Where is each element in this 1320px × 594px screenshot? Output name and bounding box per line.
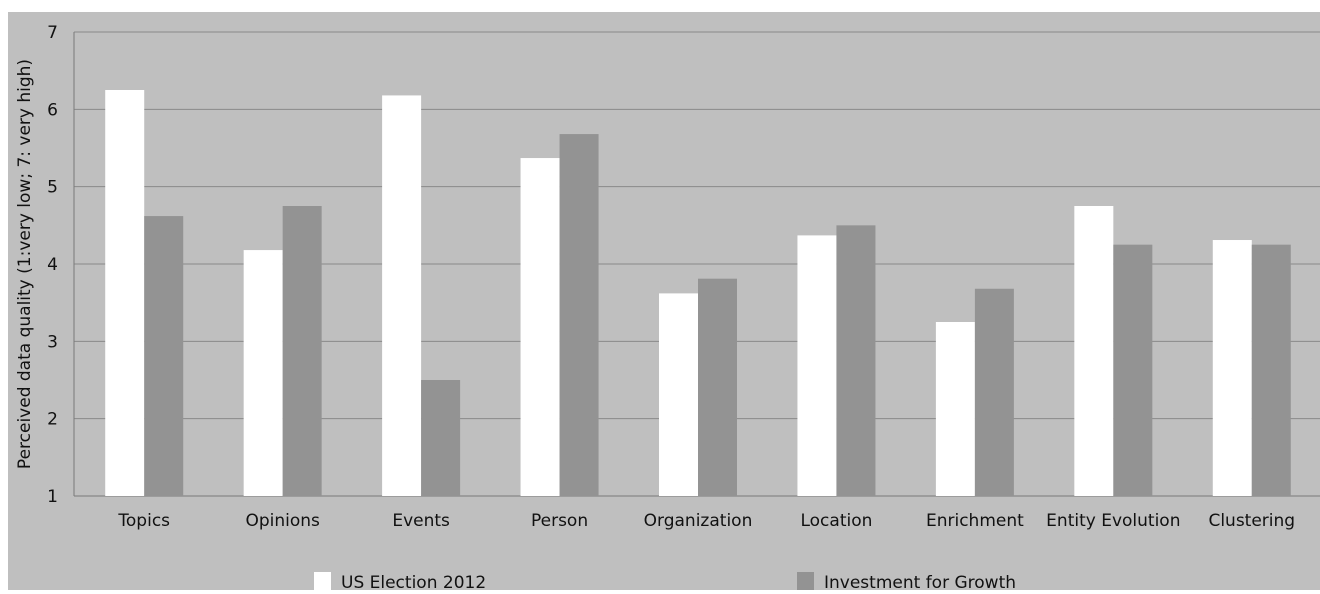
x-tick-label: Person	[531, 511, 588, 531]
bar-us-election-2012-enrichment	[935, 322, 975, 496]
bar-us-election-2012-topics	[105, 90, 145, 496]
bar-investment-for-growth-enrichment	[974, 288, 1014, 496]
legend-swatch	[314, 572, 331, 590]
bar-us-election-2012-events	[382, 95, 422, 496]
bar-investment-for-growth-location	[836, 225, 876, 497]
bar-investment-for-growth-person	[559, 134, 599, 496]
y-tick-label: 5	[47, 178, 58, 198]
legend-swatch	[797, 572, 814, 590]
x-tick-label: Entity Evolution	[1046, 511, 1180, 531]
y-axis-label: Perceived data quality (1:very low; 7: v…	[15, 59, 35, 469]
y-tick-label: 4	[47, 255, 58, 275]
x-tick-label: Enrichment	[926, 511, 1024, 531]
x-tick-label: Topics	[117, 511, 170, 531]
bar-investment-for-growth-topics	[144, 216, 184, 496]
x-tick-label: Clustering	[1208, 511, 1295, 531]
x-tick-label: Organization	[644, 511, 753, 531]
bar-investment-for-growth-organization	[698, 278, 737, 496]
bar-us-election-2012-person	[520, 158, 560, 496]
x-tick-label: Opinions	[245, 511, 320, 531]
legend: US Election 2012 Investment for Growth	[314, 572, 1016, 593]
y-tick-label: 3	[47, 332, 58, 352]
bar-investment-for-growth-opinions	[282, 206, 322, 496]
x-tick-label: Location	[800, 511, 872, 531]
y-tick-label: 7	[47, 23, 58, 43]
bar-us-election-2012-location	[797, 235, 837, 497]
bar-us-election-2012-entity-evolution	[1074, 206, 1114, 496]
bar-investment-for-growth-clustering	[1251, 244, 1291, 496]
y-tick-label: 2	[47, 410, 58, 430]
bars	[105, 90, 1291, 497]
y-tick-label: 6	[47, 100, 58, 120]
bar-investment-for-growth-entity-evolution	[1113, 244, 1153, 496]
legend-label: Investment for Growth	[824, 573, 1016, 590]
legend-label: US Election 2012	[341, 573, 486, 590]
x-tick-label: Events	[392, 511, 450, 531]
bar-us-election-2012-opinions	[243, 250, 283, 496]
x-axis-ticks: Topics Opinions Events Person Organization Lo…	[117, 511, 1295, 531]
y-axis-ticks: 1 2 3 4 5 6 7	[47, 23, 58, 507]
bar-us-election-2012-organization	[659, 293, 698, 496]
bar-us-election-2012-clustering	[1212, 240, 1252, 496]
y-tick-label: 1	[47, 487, 58, 507]
bar-investment-for-growth-events	[421, 380, 461, 496]
